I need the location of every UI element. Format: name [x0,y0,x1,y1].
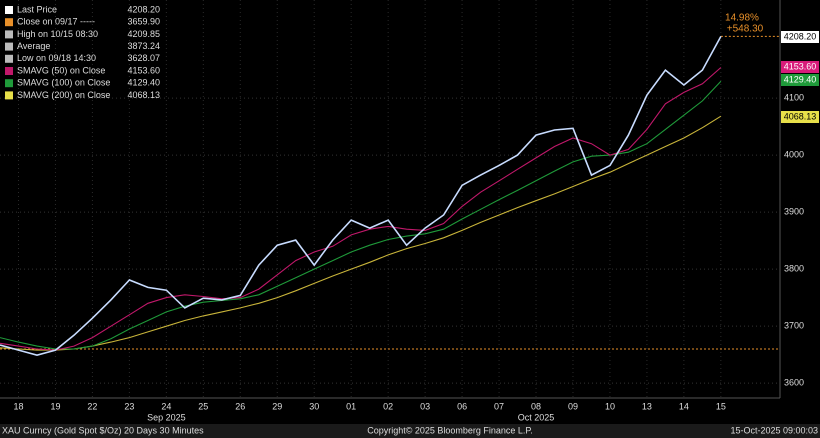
legend-swatch [5,79,13,88]
legend-value: 4153.60 [127,65,160,75]
value-tag [781,61,819,73]
y-tick-label: 4000 [784,149,804,159]
legend-swatch [5,18,13,27]
series-line [0,80,722,350]
legend-swatch [5,91,13,100]
legend-swatch [5,30,13,39]
value-tag-label: 4068.13 [784,111,817,121]
legend-value: 4208.20 [127,4,160,14]
axes: 3600 3700 3800 3900 4000 4100 18 19 22 23 24 25 26 29… [13,31,819,422]
value-tag [781,31,819,43]
legend-value: 4129.40 [127,78,160,88]
x-tick-label: 15 [716,401,726,411]
x-tick-label: 18 [13,401,23,411]
x-tick-label: 08 [531,401,541,411]
legend-swatch [5,42,13,51]
x-tick-label: 09 [568,401,578,411]
series-line [0,67,722,351]
x-tick-label: 06 [457,401,467,411]
x-tick-label: 25 [198,401,208,411]
footer-right: 15-Oct-2025 09:00:03 [730,425,818,435]
legend: Last Price 4208.20 Close on 09/17 ----- 365… [5,4,160,100]
y-tick-label: 3700 [784,321,804,331]
x-tick-label: 26 [235,401,245,411]
legend-swatch [5,6,13,14]
x-tick-label: 07 [494,401,504,411]
y-tick-label: 3800 [784,264,804,274]
legend-name: High on 10/15 08:30 [17,29,98,39]
series-line [0,36,722,357]
legend-name: Close on 09/17 ----- [17,17,95,27]
legend-swatch [5,67,13,75]
x-tick-label: 14 [679,401,689,411]
legend-value: 4209.85 [127,29,160,39]
annotation: 14.98% [725,13,759,24]
footer-band [0,424,820,438]
y-tick-label: 3900 [784,206,804,216]
x-tick-label: 10 [605,401,615,411]
legend-name: SMAVG (200) on Close [17,90,110,100]
value-tag [781,74,819,86]
y-tick-label: 4100 [784,92,804,102]
value-tag-label: 4153.60 [784,61,817,71]
x-tick-label: 23 [124,401,134,411]
legend-value: 3873.24 [127,41,160,51]
value-tag [781,111,819,123]
legend-name: Low on 09/18 14:30 [17,53,96,63]
legend-name: SMAVG (50) on Close [17,65,105,75]
legend-value: 4068.13 [127,90,160,100]
x-tick-label: 29 [272,401,282,411]
x-tick-label: 30 [309,401,319,411]
legend-value: 3659.90 [127,17,160,27]
lines [0,35,780,357]
footer-center: Copyright© 2025 Bloomberg Finance L.P. [367,425,533,435]
x-tick-label: 13 [642,401,652,411]
x-tick-label: 02 [383,401,393,411]
x-tick-label: 22 [87,401,97,411]
legend-name: SMAVG (100) on Close [17,78,110,88]
annotation: +548.30 [727,24,764,35]
legend-swatch [5,54,13,63]
x-tick-label: 03 [420,401,430,411]
x-tick-label: 19 [50,401,60,411]
x-tick-label: 24 [161,401,171,411]
legend-value: 3628.07 [127,53,160,63]
footer-left: XAU Curncy (Gold Spot $/Oz) 20 Days 30 M… [2,425,204,435]
y-tick-label: 3600 [784,378,804,388]
month-label: Sep 2025 [147,412,186,422]
legend-name: Last Price [17,4,57,14]
value-tag-label: 4208.20 [784,31,817,41]
month-label: Oct 2025 [518,412,555,422]
x-tick-label: 01 [346,401,356,411]
value-tag-label: 4129.40 [784,74,817,84]
series-line [0,115,722,351]
legend-name: Average [17,41,50,51]
